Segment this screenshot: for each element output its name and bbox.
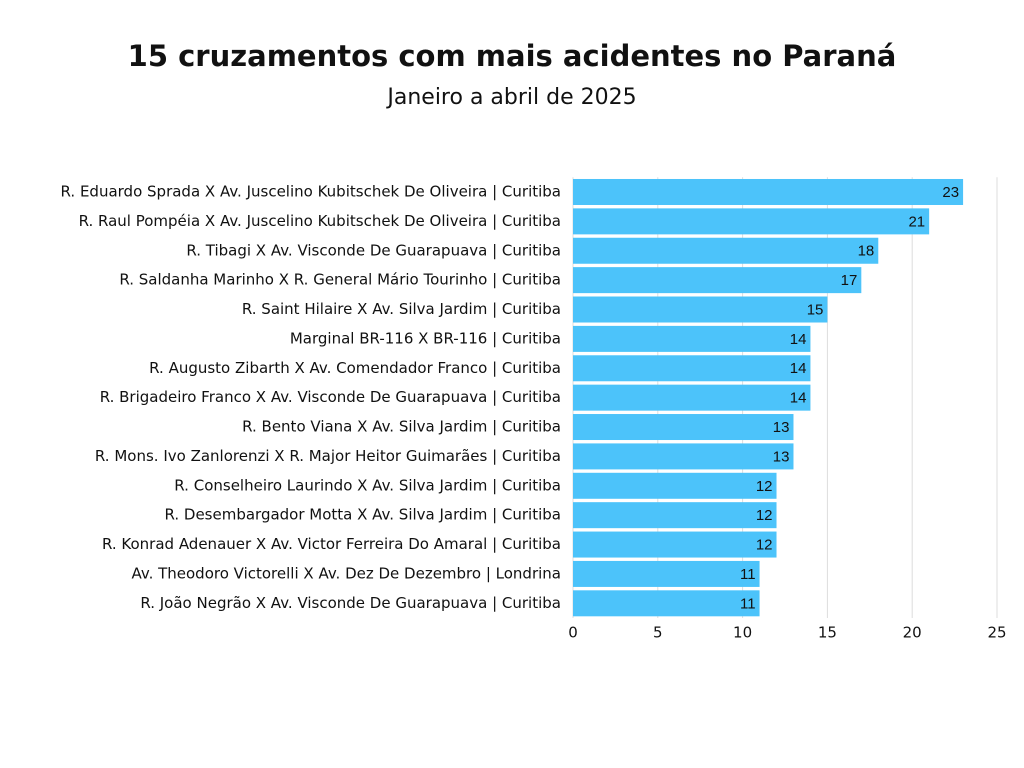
value-label: 12 xyxy=(756,478,773,495)
y-tick-label: Av. Theodoro Victorelli X Av. Dez De Dez… xyxy=(131,564,561,582)
x-tick-label: 15 xyxy=(818,624,837,642)
y-tick-label: R. Mons. Ivo Zanlorenzi X R. Major Heito… xyxy=(95,447,561,465)
value-label: 17 xyxy=(841,272,858,289)
y-tick-label: R. Raul Pompéia X Av. Juscelino Kubitsch… xyxy=(79,212,561,230)
bar xyxy=(573,237,879,264)
bar xyxy=(573,325,811,352)
x-tick-label: 25 xyxy=(987,624,1006,642)
x-tick-label: 20 xyxy=(903,624,922,642)
bar xyxy=(573,590,760,617)
y-tick-label: R. Konrad Adenauer X Av. Victor Ferreira… xyxy=(102,535,561,553)
y-tick-label: R. Brigadeiro Franco X Av. Visconde De G… xyxy=(100,388,561,406)
value-label: 23 xyxy=(942,184,959,201)
bar xyxy=(573,472,777,499)
y-tick-label: R. Bento Viana X Av. Silva Jardim | Curi… xyxy=(242,418,561,436)
chart-subtitle: Janeiro a abril de 2025 xyxy=(385,85,636,110)
value-label: 13 xyxy=(773,448,790,465)
value-label: 11 xyxy=(740,595,756,612)
y-tick-label: R. Saint Hilaire X Av. Silva Jardim | Cu… xyxy=(242,300,561,318)
bar xyxy=(573,502,777,529)
y-tick-label: R. Conselheiro Laurindo X Av. Silva Jard… xyxy=(174,476,561,494)
value-label: 12 xyxy=(756,507,773,524)
x-tick-label: 10 xyxy=(733,624,752,642)
bar xyxy=(573,208,930,235)
bar xyxy=(573,384,811,411)
y-tick-label: R. Desembargador Motta X Av. Silva Jardi… xyxy=(164,506,561,524)
value-label: 15 xyxy=(807,301,824,318)
y-tick-label: R. João Negrão X Av. Visconde De Guarapu… xyxy=(140,594,561,612)
x-tick-label: 5 xyxy=(653,624,663,642)
y-tick-label: R. Tibagi X Av. Visconde De Guarapuava |… xyxy=(186,241,561,259)
y-tick-label: R. Augusto Zibarth X Av. Comendador Fran… xyxy=(149,359,561,377)
bar xyxy=(573,443,794,470)
y-tick-label: Marginal BR-116 X BR-116 | Curitiba xyxy=(290,329,561,347)
value-label: 18 xyxy=(858,243,875,260)
x-tick-label: 0 xyxy=(568,624,578,642)
value-label: 14 xyxy=(790,390,807,407)
y-tick-label: R. Saldanha Marinho X R. General Mário T… xyxy=(119,271,561,289)
bar xyxy=(573,267,862,294)
bar xyxy=(573,296,828,323)
value-label: 12 xyxy=(756,537,773,554)
y-tick-label: R. Eduardo Sprada X Av. Juscelino Kubits… xyxy=(61,182,561,200)
value-label: 11 xyxy=(740,566,756,583)
bar xyxy=(573,355,811,382)
bar xyxy=(573,560,760,587)
value-label: 14 xyxy=(790,331,807,348)
bar xyxy=(573,531,777,558)
value-label: 13 xyxy=(773,419,790,436)
bar xyxy=(573,178,964,205)
value-label: 21 xyxy=(908,213,925,230)
chart-title: 15 cruzamentos com mais acidentes no Par… xyxy=(128,39,897,73)
value-label: 14 xyxy=(790,360,807,377)
bar xyxy=(573,414,794,441)
